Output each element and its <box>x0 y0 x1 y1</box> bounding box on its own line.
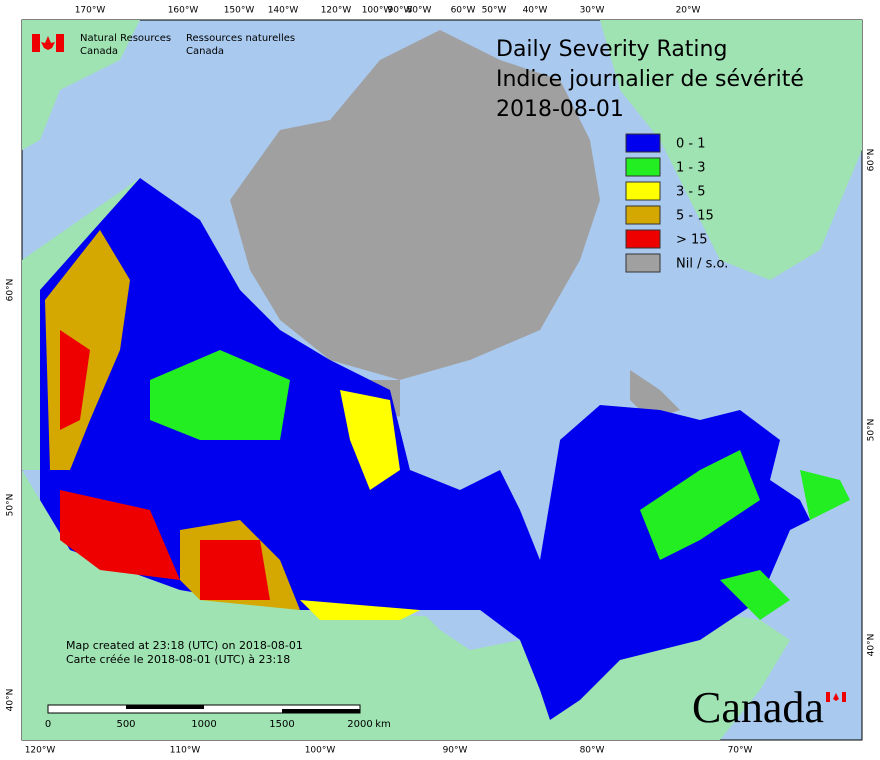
agency-en: Canada <box>80 46 118 57</box>
scale-label: 1500 <box>269 719 294 730</box>
legend-label: Nil / s.o. <box>676 257 728 272</box>
lon-label: 60°W <box>451 6 476 16</box>
lon-label: 100°W <box>305 746 336 756</box>
lon-label: 120°W <box>25 746 56 756</box>
lon-label: 40°W <box>523 6 548 16</box>
lat-label: 50°N <box>867 419 877 442</box>
wordmark: Canada <box>692 683 824 732</box>
bc-south <box>60 490 180 580</box>
lon-label: 110°W <box>170 746 201 756</box>
scale-label: 2000 <box>347 719 372 730</box>
great-lakes <box>420 610 520 650</box>
legend-swatch <box>625 229 661 249</box>
ontario-south <box>300 600 420 620</box>
lon-label: 80°W <box>580 746 605 756</box>
scale-label: km <box>375 719 391 730</box>
flag-bar <box>32 34 40 52</box>
lon-label: 30°W <box>580 6 605 16</box>
lon-label: 50°W <box>482 6 507 16</box>
legend-label: 1 - 3 <box>676 161 706 176</box>
manitoba <box>340 390 400 490</box>
lon-label: 170°W <box>75 6 106 16</box>
scale-label: 0 <box>45 719 51 730</box>
newfoundland <box>800 470 850 520</box>
scale-label: 1000 <box>191 719 216 730</box>
created-note: Map created at 23:18 (UTC) on 2018-08-01 <box>66 639 303 652</box>
labrador-coast <box>630 370 680 420</box>
legend-swatch <box>625 133 661 153</box>
lon-label: 150°W <box>224 6 255 16</box>
legend-label: 0 - 1 <box>676 137 706 152</box>
prairie-extreme <box>200 540 270 600</box>
wordmark-flag <box>826 692 830 702</box>
lon-label: 90°W <box>388 6 413 16</box>
legend-swatch <box>625 253 661 273</box>
bc-coast <box>60 330 90 430</box>
flag-leaf <box>41 36 55 50</box>
lon-label: 160°W <box>168 6 199 16</box>
nwt-low <box>150 350 290 440</box>
agency-fr: Ressources naturelles <box>186 33 295 44</box>
agency-en: Natural Resources <box>80 33 171 44</box>
lon-label: 70°W <box>728 746 753 756</box>
legend-label: 5 - 15 <box>676 209 714 224</box>
title-line: Daily Severity Rating <box>496 37 727 62</box>
labels: 170°W 160°W 150°W 140°W 120°W 100°W90°W80°W 60… <box>6 6 877 756</box>
quebec-north <box>640 450 760 560</box>
legend-swatch <box>625 181 661 201</box>
lat-label: 40°N <box>867 634 877 657</box>
lon-label: 140°W <box>268 6 299 16</box>
scale-bar-segment <box>126 705 204 709</box>
legend-label: > 15 <box>676 233 708 248</box>
lat-label: 60°N <box>867 149 877 172</box>
hudson-bay <box>400 360 540 480</box>
lat-label: 60°N <box>6 279 16 302</box>
legend-label: 3 - 5 <box>676 185 706 200</box>
lon-label: 20°W <box>676 6 701 16</box>
scale-bar-segment <box>282 709 360 713</box>
title-line: 2018-08-01 <box>496 97 624 122</box>
wordmark-flag <box>842 692 846 702</box>
scale-label: 500 <box>116 719 135 730</box>
arctic-islands <box>230 30 600 380</box>
title-line: Indice journalier de sévérité <box>496 67 804 92</box>
lon-label: 100°W <box>362 6 393 16</box>
lon-label: 120°W <box>321 6 352 16</box>
legend-swatch <box>625 205 661 225</box>
james-bay <box>500 440 560 560</box>
legend-swatch <box>625 157 661 177</box>
created-note: Carte créée le 2018-08-01 (UTC) à 23:18 <box>66 653 290 666</box>
greenland <box>600 20 862 280</box>
lat-label: 40°N <box>6 689 16 712</box>
wordmark-leaf <box>833 693 839 701</box>
maritimes <box>720 570 790 620</box>
lon-label: 90°W <box>443 746 468 756</box>
agency-fr: Canada <box>186 46 224 57</box>
lat-label: 50°N <box>6 494 16 517</box>
russia <box>22 20 140 150</box>
flag-bar <box>56 34 64 52</box>
lon-label: 80°W <box>407 6 432 16</box>
